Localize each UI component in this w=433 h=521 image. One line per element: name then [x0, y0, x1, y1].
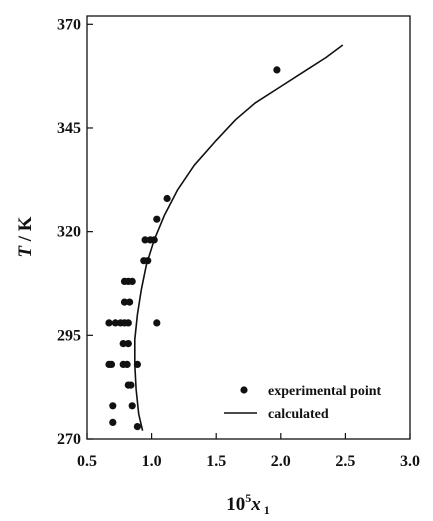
experimental-point [163, 194, 171, 203]
experimental-point [128, 402, 136, 410]
experimental-point [107, 360, 116, 368]
experimental-point [153, 215, 161, 223]
experimental-point [109, 418, 117, 426]
experimental-point [124, 319, 132, 327]
experimental-point [105, 319, 113, 327]
experimental-point [133, 423, 141, 431]
y-axis-label: T / K [15, 216, 36, 257]
experimental-point [124, 340, 132, 348]
calculated-curve [134, 44, 344, 431]
x-tick-label: 2.5 [335, 453, 355, 470]
legend-label-calculated: calculated [268, 407, 329, 422]
x-axis-label: 105x 1 [226, 491, 270, 517]
x-tick-label: 0.5 [77, 453, 97, 470]
experimental-point [127, 381, 135, 389]
y-axis-ticks: 270 295 320 345 370 [57, 16, 93, 448]
y-tick-label: 320 [57, 224, 81, 241]
x-tick-label: 1.5 [206, 453, 226, 470]
experimental-point [123, 360, 131, 368]
x-axis-ticks: 0.5 1.0 1.5 2.0 2.5 3.0 [77, 433, 420, 470]
legend: experimental point calculated [224, 384, 381, 422]
y-tick-label: 370 [57, 16, 81, 33]
experimental-point [273, 66, 281, 74]
experimental-point [128, 277, 136, 285]
data-marks [105, 44, 344, 431]
x-tick-label: 3.0 [400, 453, 420, 470]
y-tick-label: 270 [57, 431, 81, 448]
x-tick-label: 1.0 [142, 453, 162, 470]
x-tick-label: 2.0 [271, 453, 291, 470]
experimental-point [119, 340, 127, 348]
legend-label-experimental: experimental point [268, 384, 381, 399]
plot-area [86, 15, 411, 440]
experimental-point [109, 402, 117, 410]
experimental-point [111, 319, 119, 327]
experimental-point [141, 236, 149, 244]
experimental-point [153, 319, 161, 327]
plot-frame [86, 15, 411, 440]
y-tick-label: 345 [57, 120, 81, 137]
y-tick-label: 295 [57, 327, 81, 344]
legend-dot-marker [240, 386, 248, 394]
experimental-point [126, 298, 134, 306]
experimental-point [120, 298, 129, 306]
